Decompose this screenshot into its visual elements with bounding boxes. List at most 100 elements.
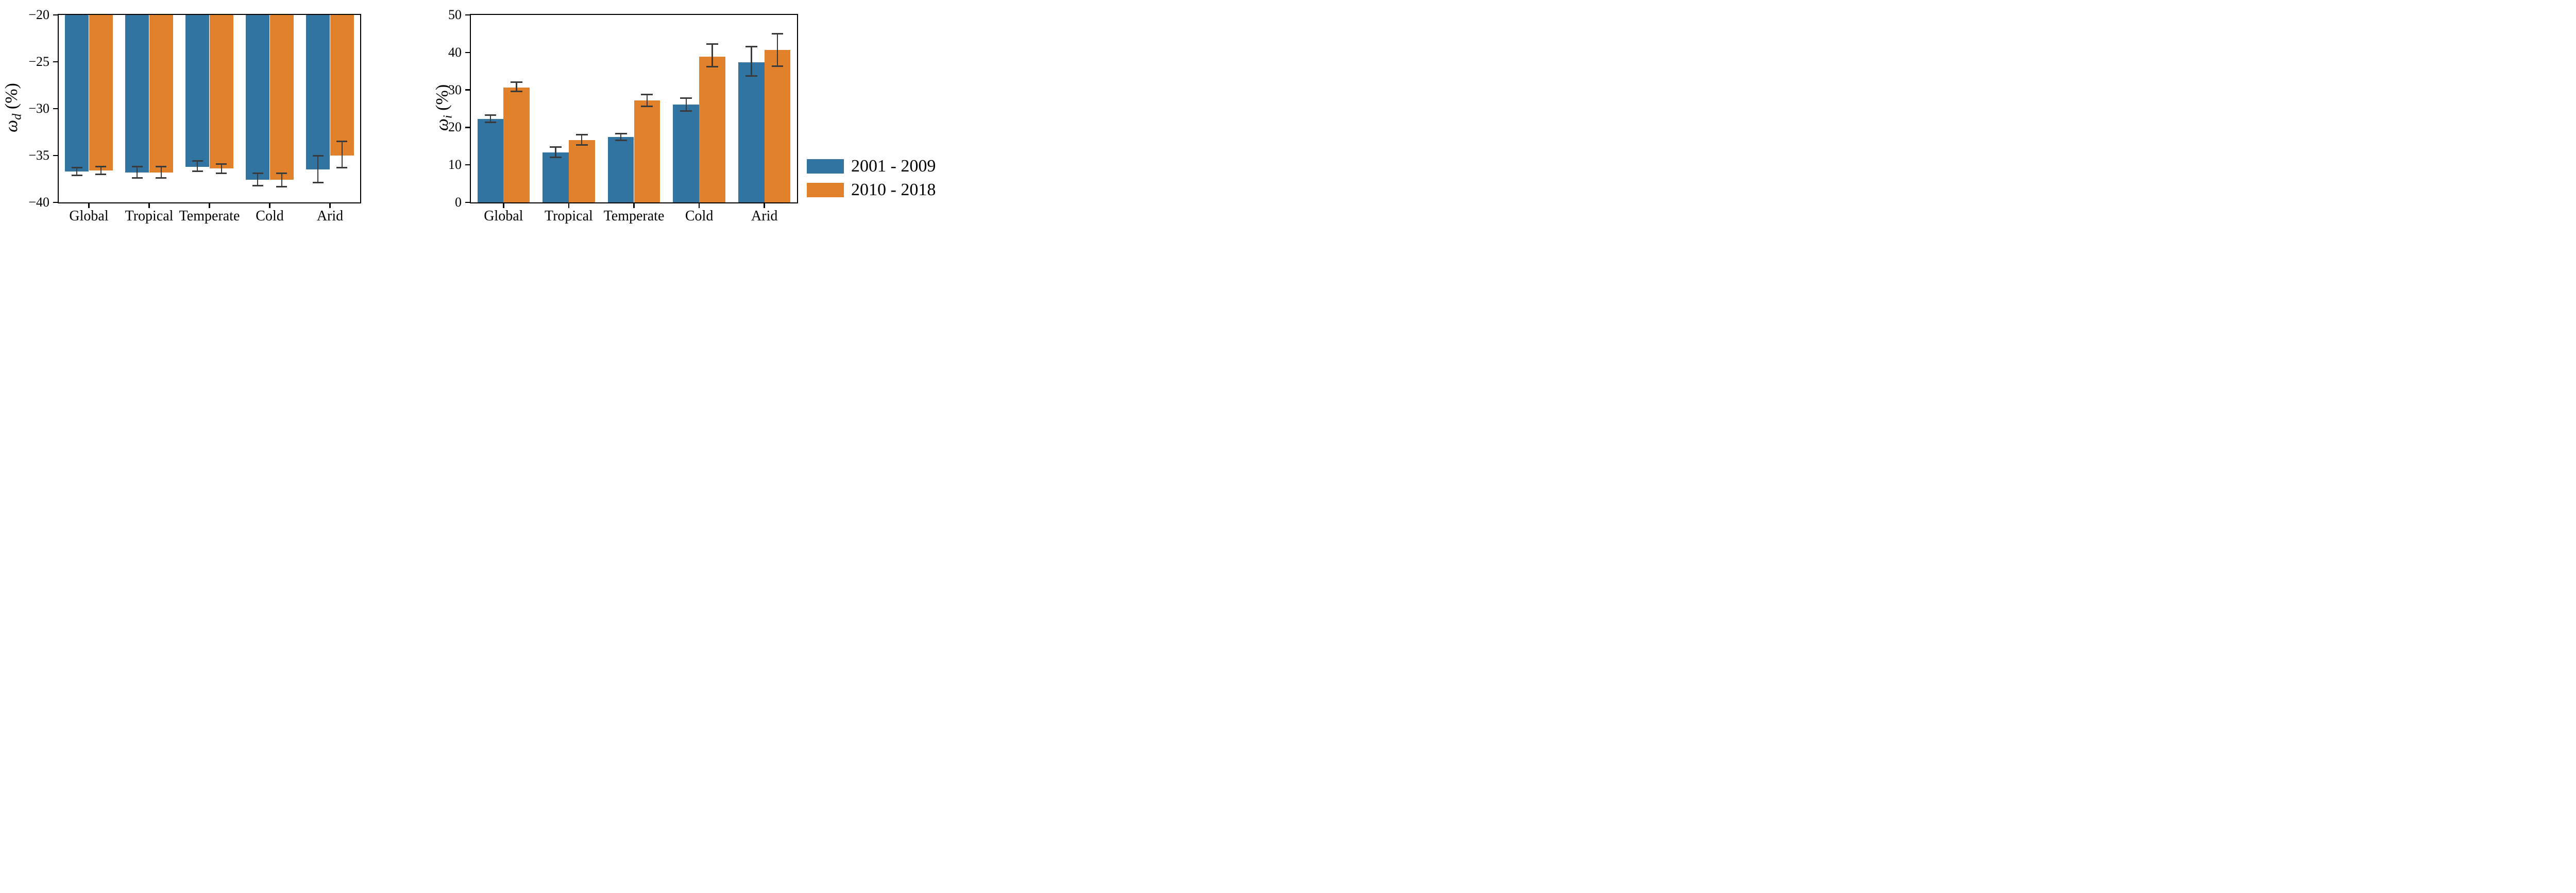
bar-2010-2018-temperate — [209, 15, 234, 169]
y-tick-label: −40 — [28, 195, 49, 210]
x-category-label: Global — [484, 208, 523, 224]
error-bar-cap-top — [131, 166, 143, 168]
error-bar-cap-bottom — [95, 173, 107, 175]
legend-item-2001-2009: 2001 - 2009 — [807, 158, 936, 175]
error-bar-line — [221, 164, 223, 174]
error-bar-cap-top — [336, 141, 348, 143]
y-tick-mark — [53, 14, 58, 16]
error-bar-line — [646, 94, 648, 107]
y-tick-label: −25 — [28, 54, 49, 69]
error-bar-cap-top — [312, 154, 324, 157]
y-tick-mark — [53, 201, 58, 203]
error-bar-line — [711, 44, 713, 67]
bar-2001-2009-arid — [306, 15, 330, 170]
y-tick-label: 10 — [448, 157, 462, 173]
legend-swatch-2010-2018 — [807, 183, 844, 197]
error-bar-cap-bottom — [156, 177, 167, 179]
error-bar-line — [76, 167, 78, 176]
x-category-label: Cold — [256, 208, 284, 224]
x-category-label: Global — [69, 208, 109, 224]
x-tick-mark — [88, 203, 90, 208]
x-category-label: Arid — [751, 208, 778, 224]
error-bar-line — [620, 133, 622, 141]
bar-2010-2018-arid — [330, 15, 354, 156]
legend-label: 2001 - 2009 — [851, 157, 936, 176]
x-category-label: Cold — [685, 208, 714, 224]
legend-label: 2010 - 2018 — [851, 180, 936, 199]
plot-area-omega-i: 0 10 20 30 40 50 Global Tropical Temperate Cold Ar… — [448, 8, 798, 224]
x-category-label: Temperate — [603, 208, 665, 224]
error-bar-line — [776, 33, 778, 66]
error-bar-cap-bottom — [336, 167, 348, 169]
legend-swatch-2001-2009 — [807, 159, 844, 174]
error-bar-cap-bottom — [312, 182, 324, 184]
x-tick-mark — [329, 203, 331, 208]
y-tick-label: −30 — [28, 101, 49, 116]
error-bar-cap-top — [680, 97, 692, 99]
x-tick-mark — [698, 203, 700, 208]
error-bar-line — [100, 166, 102, 175]
error-bar-cap-bottom — [252, 184, 263, 186]
error-bar-line — [196, 161, 198, 171]
x-tick-mark — [568, 203, 570, 208]
x-tick-mark — [269, 203, 270, 208]
bar-2010-2018-tropical — [149, 15, 174, 173]
error-bar-line — [160, 166, 162, 178]
y-tick-mark — [465, 89, 470, 91]
error-bar-cap-bottom — [771, 65, 784, 67]
error-bar-cap-bottom — [131, 177, 143, 179]
bar-2010-2018-arid — [764, 49, 791, 202]
y-tick-label: −20 — [28, 7, 49, 22]
y-tick-mark — [465, 127, 470, 128]
y-tick-mark — [465, 14, 470, 16]
error-bar-line — [516, 82, 517, 92]
bar-2001-2009-global — [477, 119, 504, 202]
legend-item-2010-2018: 2010 - 2018 — [807, 181, 936, 199]
x-tick-mark — [209, 203, 210, 208]
error-bar-line — [317, 156, 319, 183]
y-tick-mark — [465, 51, 470, 54]
error-bar-cap-top — [575, 133, 588, 135]
error-bar-line — [136, 166, 138, 178]
x-tick-mark — [633, 203, 635, 208]
error-bar-cap-top — [95, 166, 107, 168]
error-bar-cap-bottom — [641, 106, 653, 108]
error-bar-line — [555, 147, 556, 158]
bar-2001-2009-cold — [245, 15, 270, 180]
error-bar-cap-top — [484, 114, 497, 116]
y-tick-label: 20 — [448, 119, 462, 135]
omega-subscript: i — [440, 115, 455, 119]
x-tick-mark — [764, 203, 765, 208]
bar-2010-2018-global — [503, 87, 530, 202]
bar-2001-2009-tropical — [543, 152, 569, 202]
error-bar-cap-top — [745, 45, 757, 47]
x-category-label: Temperate — [179, 208, 240, 224]
error-bar-cap-top — [71, 167, 82, 169]
bar-2010-2018-cold — [699, 56, 725, 202]
error-bar-cap-bottom — [745, 75, 757, 77]
error-bar-cap-top — [252, 173, 263, 175]
legend: 2001 - 2009 2010 - 2018 — [807, 158, 936, 199]
figure-canvas: ωd (%) −20 −25 −30 −35 −40 Global Tropical Temp… — [0, 0, 940, 224]
error-bar-cap-top — [771, 32, 784, 35]
y-tick-mark — [465, 164, 470, 166]
y-tick-mark — [53, 154, 58, 157]
y-tick-mark — [53, 108, 58, 110]
error-bar-cap-bottom — [550, 157, 562, 159]
bar-2001-2009-arid — [738, 62, 765, 202]
plot-area-omega-d: −20 −25 −30 −35 −40 Global Tropical Temperate Co… — [28, 8, 361, 224]
error-bar-cap-bottom — [216, 173, 227, 175]
error-bar-line — [685, 98, 687, 111]
error-bar-cap-top — [276, 173, 287, 175]
bar-2010-2018-global — [89, 15, 113, 171]
error-bar-line — [751, 46, 752, 76]
y-tick-label: 40 — [448, 44, 462, 60]
error-bar-cap-bottom — [615, 140, 627, 142]
omega-symbol: ω — [2, 119, 21, 132]
error-bar-cap-top — [615, 133, 627, 135]
y-tick-label: −35 — [28, 148, 49, 163]
x-tick-mark — [503, 203, 504, 208]
x-category-label: Tropical — [544, 208, 593, 224]
error-bar-line — [257, 173, 259, 186]
error-bar-cap-top — [706, 43, 718, 45]
